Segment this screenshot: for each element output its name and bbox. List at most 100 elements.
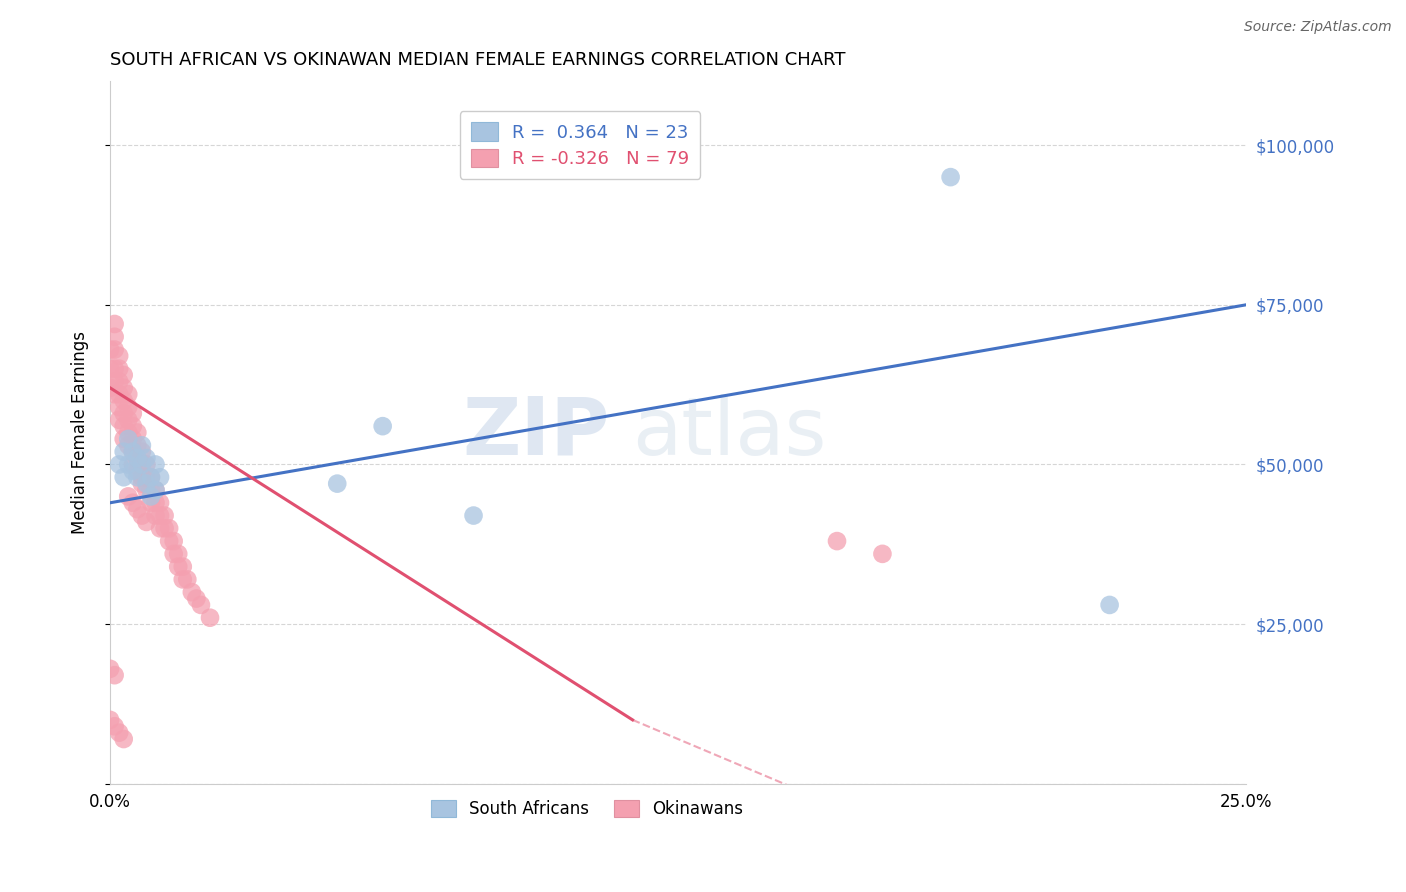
Point — [127, 470, 149, 484]
Point — [112, 393, 135, 408]
Point — [145, 508, 167, 523]
Point — [112, 732, 135, 747]
Point — [153, 521, 176, 535]
Point — [139, 470, 162, 484]
Point — [112, 432, 135, 446]
Point — [326, 476, 349, 491]
Point — [149, 496, 172, 510]
Point — [112, 406, 135, 420]
Point — [127, 438, 149, 452]
Point — [180, 585, 202, 599]
Point — [108, 725, 131, 739]
Point — [939, 170, 962, 185]
Point — [135, 483, 157, 497]
Point — [149, 521, 172, 535]
Point — [108, 375, 131, 389]
Point — [108, 387, 131, 401]
Point — [131, 444, 153, 458]
Point — [145, 483, 167, 497]
Point — [121, 406, 143, 420]
Point — [121, 444, 143, 458]
Point — [121, 464, 143, 478]
Text: ZIP: ZIP — [463, 393, 610, 472]
Point — [104, 719, 127, 733]
Point — [121, 419, 143, 434]
Point — [131, 438, 153, 452]
Point — [117, 387, 139, 401]
Point — [98, 361, 121, 376]
Point — [121, 444, 143, 458]
Point — [135, 470, 157, 484]
Point — [149, 470, 172, 484]
Point — [127, 464, 149, 478]
Point — [167, 559, 190, 574]
Point — [198, 611, 221, 625]
Point — [112, 368, 135, 382]
Point — [139, 470, 162, 484]
Point — [112, 470, 135, 484]
Point — [104, 343, 127, 357]
Point — [117, 425, 139, 440]
Point — [104, 375, 127, 389]
Y-axis label: Median Female Earnings: Median Female Earnings — [72, 331, 89, 534]
Point — [104, 361, 127, 376]
Point — [145, 483, 167, 497]
Point — [127, 451, 149, 466]
Point — [108, 458, 131, 472]
Point — [172, 559, 194, 574]
Point — [135, 515, 157, 529]
Point — [163, 534, 186, 549]
Point — [163, 547, 186, 561]
Point — [112, 419, 135, 434]
Point — [131, 470, 153, 484]
Point — [463, 508, 485, 523]
Point — [135, 451, 157, 466]
Point — [98, 381, 121, 395]
Point — [131, 508, 153, 523]
Point — [104, 387, 127, 401]
Point — [131, 458, 153, 472]
Point — [131, 476, 153, 491]
Point — [872, 547, 894, 561]
Point — [127, 502, 149, 516]
Point — [104, 668, 127, 682]
Point — [139, 489, 162, 503]
Point — [112, 444, 135, 458]
Point — [121, 432, 143, 446]
Point — [186, 591, 208, 606]
Point — [117, 438, 139, 452]
Legend: South Africans, Okinawans: South Africans, Okinawans — [425, 793, 751, 824]
Point — [127, 425, 149, 440]
Text: SOUTH AFRICAN VS OKINAWAN MEDIAN FEMALE EARNINGS CORRELATION CHART: SOUTH AFRICAN VS OKINAWAN MEDIAN FEMALE … — [110, 51, 845, 69]
Point — [127, 451, 149, 466]
Point — [371, 419, 394, 434]
Point — [131, 458, 153, 472]
Point — [1098, 598, 1121, 612]
Point — [117, 489, 139, 503]
Point — [121, 496, 143, 510]
Point — [112, 381, 135, 395]
Point — [121, 458, 143, 472]
Point — [108, 413, 131, 427]
Point — [108, 361, 131, 376]
Point — [135, 476, 157, 491]
Point — [149, 508, 172, 523]
Point — [190, 598, 212, 612]
Point — [145, 496, 167, 510]
Point — [108, 400, 131, 414]
Point — [117, 458, 139, 472]
Point — [139, 496, 162, 510]
Point — [98, 713, 121, 727]
Point — [167, 547, 190, 561]
Point — [172, 573, 194, 587]
Point — [104, 317, 127, 331]
Point — [153, 508, 176, 523]
Point — [98, 343, 121, 357]
Point — [139, 483, 162, 497]
Point — [157, 534, 180, 549]
Point — [135, 458, 157, 472]
Point — [104, 330, 127, 344]
Point — [145, 458, 167, 472]
Point — [176, 573, 198, 587]
Point — [157, 521, 180, 535]
